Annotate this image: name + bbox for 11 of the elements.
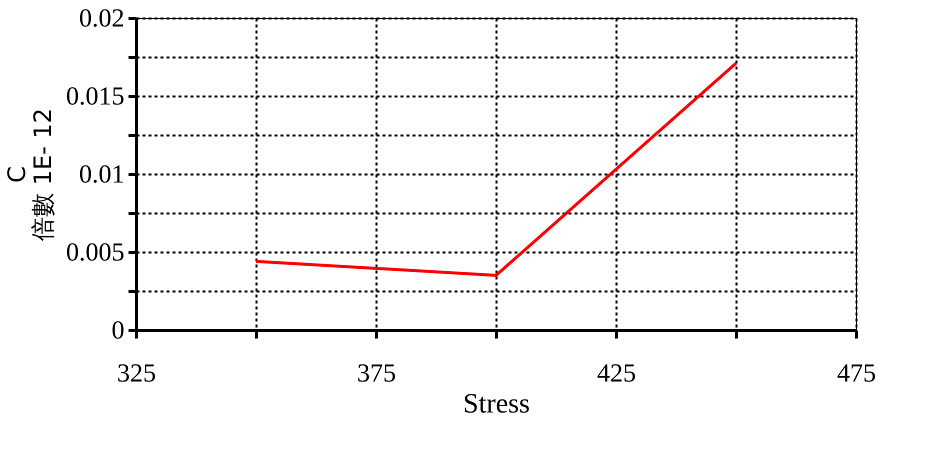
y-tick-label: 0	[112, 316, 124, 344]
y-tick-label: 0.02	[79, 4, 124, 32]
x-tick-label: 425	[597, 358, 636, 388]
x-tick-label: 475	[837, 358, 876, 388]
x-tick-label: 325	[117, 358, 156, 388]
x-tick-label: 375	[357, 358, 396, 388]
y-tick-label: 0.015	[66, 82, 124, 110]
x-axis-title: Stress	[463, 388, 530, 420]
y-axis-title: C 倍數 1E- 12	[3, 108, 57, 241]
y-tick-label: 0.01	[79, 160, 124, 188]
y-tick-label: 0.005	[66, 238, 124, 266]
